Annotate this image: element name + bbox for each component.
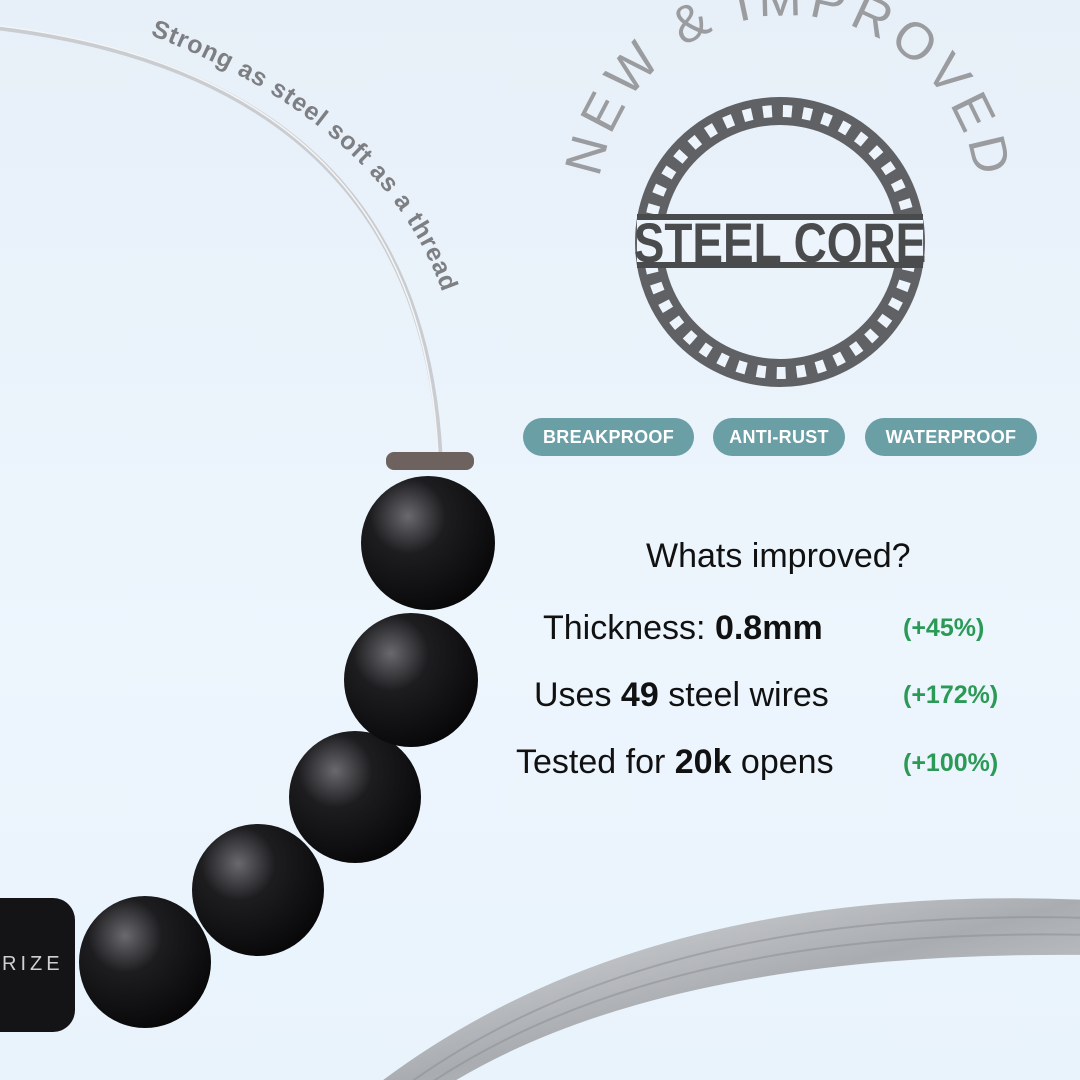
- logo-text: STEEL CORE: [634, 212, 926, 274]
- clasp-disk: [386, 452, 474, 470]
- brand-mark: RIZE: [2, 953, 64, 975]
- change-opens: (+100%): [903, 749, 999, 777]
- improvement-row-thickness: Thickness: 0.8mm: [543, 609, 823, 647]
- feature-pill-anti-rust: ANTI-RUST: [713, 418, 845, 456]
- improvement-row-wires: Uses 49 steel wires: [534, 676, 829, 714]
- new-improved-arc: NEW & IMPROVED: [554, 0, 1022, 186]
- feature-pill-waterproof: WATERPROOF: [865, 418, 1037, 456]
- feature-pill-breakproof: BREAKPROOF: [523, 418, 694, 456]
- steel-wire: [0, 25, 443, 456]
- brand-cap: [0, 898, 75, 1032]
- tagline: Strong as steel soft as a thread: [148, 15, 463, 296]
- steel-core-logo: STEEL CORE: [634, 97, 926, 387]
- improvements-heading: Whats improved?: [646, 537, 911, 575]
- change-wires: (+172%): [903, 681, 999, 709]
- bead-strand: [79, 476, 495, 1028]
- steel-cable: [383, 898, 1080, 1080]
- change-thickness: (+45%): [903, 614, 985, 642]
- improvement-row-opens: Tested for 20k opens: [516, 743, 834, 781]
